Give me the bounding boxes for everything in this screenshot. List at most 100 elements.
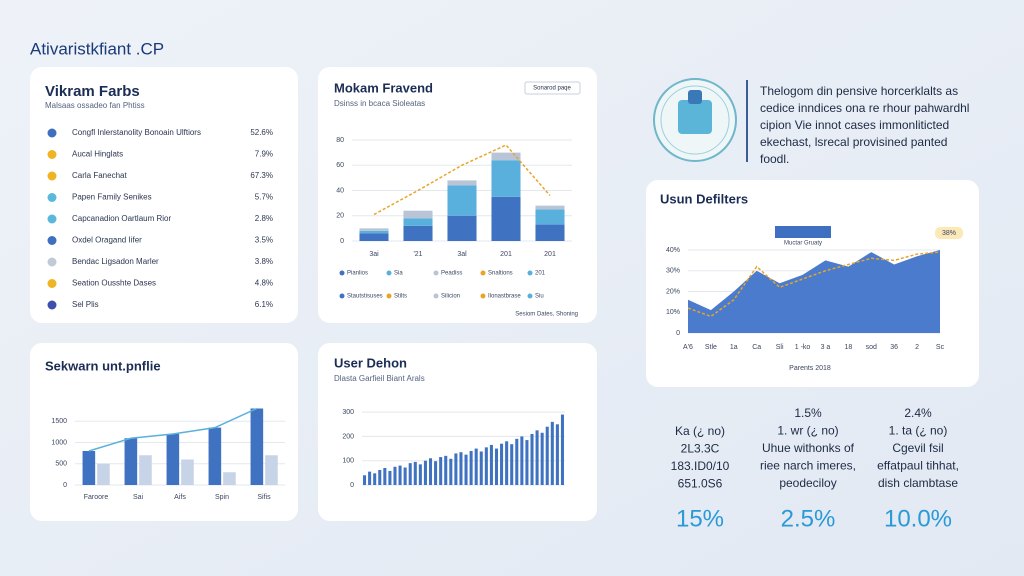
row-label: Aucal Hinglats: [72, 150, 123, 159]
bar: [444, 455, 448, 485]
x-tick-label: 2: [915, 344, 919, 351]
stat-line: Ka (¿ no): [675, 424, 725, 438]
bar: [439, 457, 443, 485]
info-line: cedice inndices ona re rhour pahwardhl: [760, 101, 969, 115]
bar: [398, 465, 402, 485]
stat-line: 183.ID0/10: [671, 459, 730, 473]
badge-label: Muctar Gruaty: [784, 241, 822, 247]
annotation: 38%: [942, 230, 956, 237]
bar-segment: [491, 196, 521, 241]
bar: [383, 468, 387, 485]
trend-line: [687, 251, 941, 318]
bar-segment: [403, 210, 433, 219]
legend-dot: [47, 171, 57, 181]
row-value: 2.8%: [255, 214, 273, 223]
stat-line: 1.5%: [794, 406, 822, 420]
badge: [775, 226, 831, 238]
y-tick-label: 1000: [51, 439, 67, 446]
x-tick-label: Sai: [133, 494, 144, 501]
row-label: Oxdel Oragand Iifer: [72, 236, 142, 245]
legend-dot: [339, 270, 345, 276]
stat-big: 10.0%: [884, 505, 952, 532]
bar: [525, 440, 529, 485]
legend-label: Sia: [394, 271, 403, 277]
trend-line: [88, 407, 258, 452]
legend-dot: [386, 293, 392, 299]
logo: [653, 78, 737, 162]
x-tick-label: 3 a: [821, 344, 831, 351]
bar: [413, 461, 417, 485]
legend-label: Ilonastbrase: [488, 294, 521, 300]
y-tick-label: 10%: [666, 309, 680, 316]
x-tick-label: 1 -ko: [795, 344, 811, 351]
legend-dot: [386, 270, 392, 276]
bar: [166, 434, 180, 485]
x-tick-label: 3al: [457, 251, 467, 258]
bar: [515, 438, 519, 485]
legend-dot: [47, 257, 57, 267]
row-value: 4.8%: [255, 279, 273, 288]
bar: [494, 448, 499, 485]
bar: [428, 458, 433, 485]
legend-dot: [339, 293, 345, 299]
y-tick-label: 100: [342, 458, 354, 465]
y-tick-label: 0: [676, 330, 680, 337]
bar: [464, 454, 468, 485]
bar-segment: [359, 230, 389, 234]
stat-line: dish clambtase: [878, 476, 958, 490]
button-label[interactable]: Sonarod paqe: [533, 86, 571, 92]
y-tick-label: 80: [336, 137, 344, 144]
chart-subtitle: Dsinss in bcaca Sioleatas: [334, 99, 425, 108]
x-tick-label: Aifs: [174, 494, 186, 501]
panel-title: Vikram Farbs: [45, 83, 140, 100]
stat-big: 15%: [676, 505, 724, 532]
legend-dot: [47, 214, 57, 224]
row-label: Bendac Ligsadon Marler: [72, 257, 159, 266]
row-value: 52.6%: [250, 128, 273, 137]
info-line: foodl.: [760, 152, 789, 166]
y-tick-label: 20%: [666, 288, 680, 295]
row-value: 3.8%: [255, 257, 273, 266]
x-tick-label: Spin: [215, 494, 229, 501]
legend-dot: [47, 236, 57, 245]
stat-line: Cgevil fsil: [892, 441, 943, 455]
x-tick-label: 1a: [730, 344, 738, 351]
chart-title: Mokam Fravend: [334, 80, 433, 95]
x-tick-label: Sifis: [257, 494, 271, 501]
bar: [510, 444, 514, 485]
y-tick-label: 20: [336, 213, 344, 220]
bar: [181, 459, 194, 485]
y-tick-label: 60: [336, 162, 344, 169]
button[interactable]: [524, 81, 581, 95]
x-tick-label: 201: [544, 251, 556, 258]
legend-label: Peadiss: [441, 271, 462, 277]
chart-title: User Dehon: [334, 355, 407, 370]
trend-line: [373, 144, 551, 216]
y-tick-label: 200: [342, 433, 354, 440]
legend-dot: [47, 279, 57, 288]
legend-dot: [527, 270, 533, 276]
bar-segment: [535, 209, 565, 225]
bar: [423, 460, 427, 485]
legend-dot: [527, 293, 533, 299]
y-tick-label: 30%: [666, 268, 680, 275]
stat-line: 2L3.3C: [681, 442, 720, 456]
bar-segment: [447, 180, 477, 186]
legend-label: 201: [535, 271, 546, 277]
row-label: Seation Ousshte Dases: [72, 279, 156, 288]
info-line: Thelogom din pensive horcerklalts as: [760, 84, 958, 98]
chart-title: Usun Defilters: [660, 191, 748, 206]
bar-segment: [359, 228, 389, 231]
stat-line: effatpaul tihhat,: [877, 459, 959, 473]
bar: [449, 458, 453, 485]
legend-label: Siu: [535, 294, 544, 300]
bar: [265, 455, 278, 485]
x-tick-label: 3ai: [369, 251, 379, 258]
legend-label: Pianlios: [347, 271, 368, 277]
bar: [124, 438, 138, 485]
bar: [208, 427, 222, 485]
legend-label: Stilts: [394, 294, 407, 300]
stat-line: 1. wr (¿ no): [777, 424, 838, 438]
stat-line: Uhue withonks of: [762, 441, 855, 455]
